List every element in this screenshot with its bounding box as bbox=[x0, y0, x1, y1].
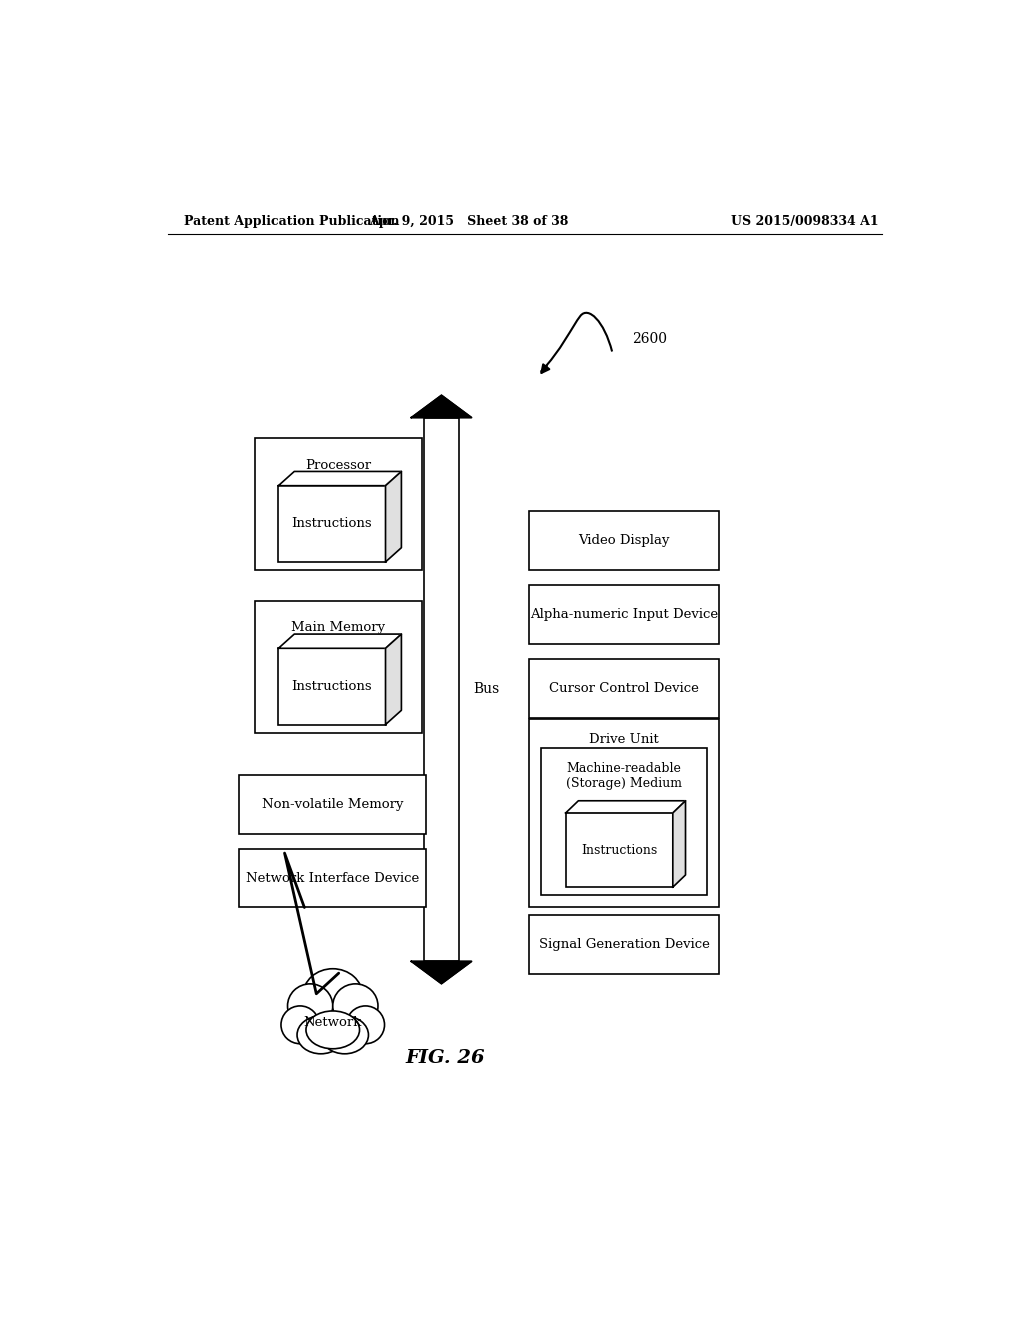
Text: Network: Network bbox=[303, 1016, 361, 1028]
Bar bbox=[528, 585, 719, 644]
Text: Machine-readable
(Storage) Medium: Machine-readable (Storage) Medium bbox=[566, 762, 682, 789]
Text: Patent Application Publication: Patent Application Publication bbox=[183, 215, 399, 228]
Text: Bus: Bus bbox=[473, 682, 500, 697]
Ellipse shape bbox=[281, 1006, 319, 1044]
Bar bbox=[528, 511, 719, 570]
Ellipse shape bbox=[333, 983, 378, 1028]
Ellipse shape bbox=[297, 1016, 345, 1053]
Text: Apr. 9, 2015   Sheet 38 of 38: Apr. 9, 2015 Sheet 38 of 38 bbox=[370, 215, 569, 228]
Text: Instructions: Instructions bbox=[581, 843, 657, 857]
Ellipse shape bbox=[288, 983, 333, 1028]
Text: Main Memory: Main Memory bbox=[291, 622, 385, 635]
Bar bbox=[424, 417, 459, 961]
Bar bbox=[255, 601, 422, 733]
Polygon shape bbox=[673, 801, 685, 887]
Text: Video Display: Video Display bbox=[579, 535, 670, 546]
Ellipse shape bbox=[346, 1006, 385, 1044]
Text: Signal Generation Device: Signal Generation Device bbox=[539, 937, 710, 950]
Text: Alpha-numeric Input Device: Alpha-numeric Input Device bbox=[530, 609, 718, 622]
Text: 2600: 2600 bbox=[632, 333, 667, 346]
Polygon shape bbox=[412, 395, 472, 417]
Polygon shape bbox=[279, 471, 401, 486]
Text: Drive Unit: Drive Unit bbox=[589, 733, 658, 746]
Bar bbox=[279, 486, 385, 562]
Polygon shape bbox=[565, 801, 685, 813]
Bar bbox=[240, 775, 426, 834]
Bar bbox=[279, 648, 385, 725]
Bar bbox=[565, 813, 673, 887]
Ellipse shape bbox=[303, 969, 362, 1022]
Polygon shape bbox=[412, 961, 472, 983]
Text: FIG. 26: FIG. 26 bbox=[406, 1049, 485, 1067]
Bar bbox=[528, 719, 719, 907]
Bar bbox=[541, 748, 708, 895]
Text: Instructions: Instructions bbox=[292, 680, 373, 693]
Ellipse shape bbox=[306, 1011, 359, 1049]
Polygon shape bbox=[385, 634, 401, 725]
Text: Instructions: Instructions bbox=[292, 517, 373, 531]
Text: Non-volatile Memory: Non-volatile Memory bbox=[261, 799, 403, 812]
Ellipse shape bbox=[321, 1016, 369, 1053]
Polygon shape bbox=[385, 471, 401, 562]
Text: Processor: Processor bbox=[305, 459, 372, 471]
Text: US 2015/0098334 A1: US 2015/0098334 A1 bbox=[731, 215, 879, 228]
Text: Network Interface Device: Network Interface Device bbox=[246, 871, 419, 884]
Text: Cursor Control Device: Cursor Control Device bbox=[549, 682, 699, 696]
Bar bbox=[528, 660, 719, 718]
Bar bbox=[528, 915, 719, 974]
Polygon shape bbox=[279, 634, 401, 648]
Bar bbox=[240, 849, 426, 907]
Bar bbox=[255, 438, 422, 570]
